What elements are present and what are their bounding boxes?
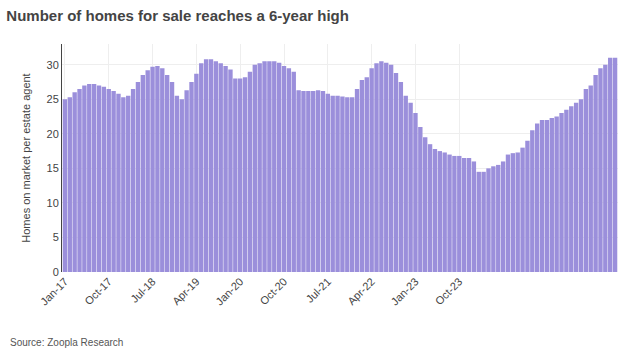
svg-text:20: 20 bbox=[47, 128, 59, 140]
svg-text:10: 10 bbox=[47, 197, 59, 209]
svg-text:Number of homes for sale reach: Number of homes for sale reaches a 6-yea… bbox=[6, 7, 349, 24]
svg-text:Source: Zoopla Research: Source: Zoopla Research bbox=[10, 337, 123, 348]
svg-text:Oct-17: Oct-17 bbox=[82, 275, 114, 307]
svg-text:Jan-20: Jan-20 bbox=[213, 275, 245, 307]
svg-text:Jan-17: Jan-17 bbox=[38, 275, 70, 307]
svg-text:Apr-19: Apr-19 bbox=[170, 275, 202, 307]
svg-text:5: 5 bbox=[53, 231, 59, 243]
svg-text:0: 0 bbox=[53, 266, 59, 278]
svg-text:Homes on market per estate age: Homes on market per estate agent bbox=[20, 73, 32, 242]
svg-text:15: 15 bbox=[47, 162, 59, 174]
svg-text:30: 30 bbox=[47, 59, 59, 71]
svg-text:Jul-21: Jul-21 bbox=[303, 275, 333, 305]
svg-text:Oct-20: Oct-20 bbox=[257, 275, 289, 307]
svg-text:Oct-23: Oct-23 bbox=[433, 275, 465, 307]
svg-text:Jul-18: Jul-18 bbox=[128, 275, 158, 305]
svg-text:Apr-22: Apr-22 bbox=[345, 275, 377, 307]
svg-text:25: 25 bbox=[47, 93, 59, 105]
svg-text:Jan-23: Jan-23 bbox=[388, 275, 420, 307]
